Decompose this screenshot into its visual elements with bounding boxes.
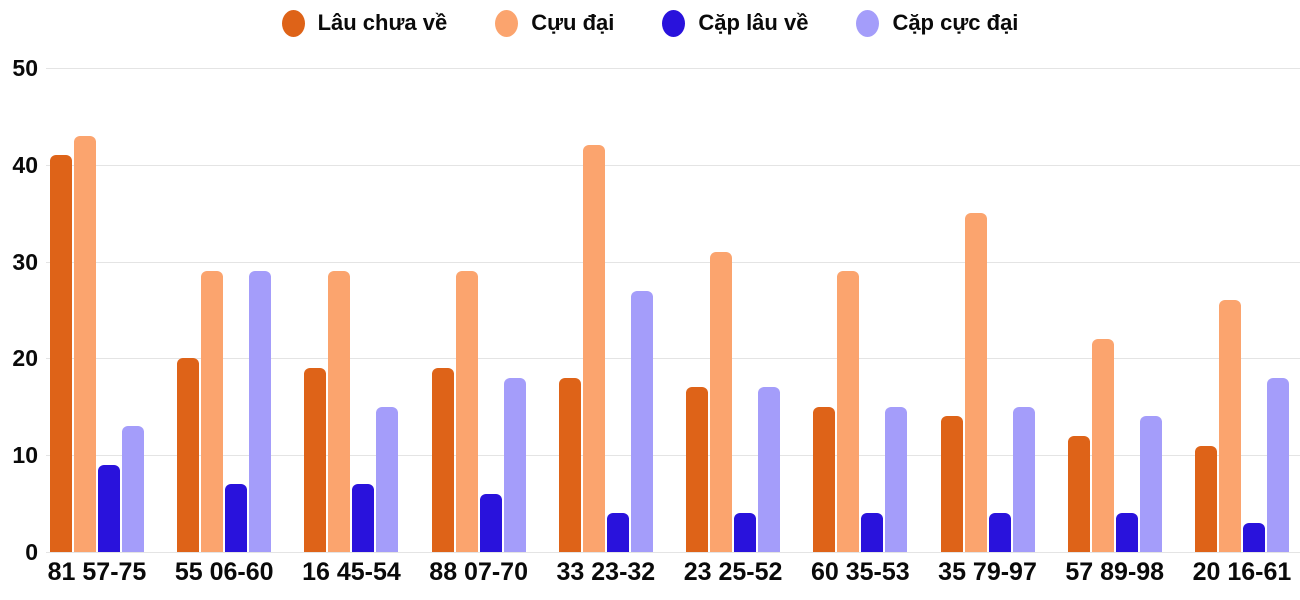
gridline-0 — [46, 552, 1300, 553]
x-tick-label-0: 81 57-75 — [47, 558, 147, 586]
bar-s3-c5[interactable] — [758, 387, 781, 552]
bar-s0-c5[interactable] — [686, 387, 709, 552]
bar-s1-c0[interactable] — [74, 135, 96, 552]
legend-label: Lâu chưa về — [317, 10, 448, 35]
x-tick-label-2: 16 45-54 — [302, 558, 401, 586]
gridline-50 — [46, 68, 1300, 69]
bar-s0-c8[interactable] — [1067, 435, 1090, 552]
bar-s1-c6[interactable] — [837, 271, 860, 552]
bar-s2-c2[interactable] — [352, 484, 375, 552]
x-tick-label-3: 88 07-70 — [429, 558, 528, 586]
legend-item-0[interactable]: Lâu chưa về — [281, 9, 448, 37]
bar-s3-c9[interactable] — [1266, 377, 1289, 552]
legend-swatch-icon — [662, 9, 686, 37]
bar-s1-c1[interactable] — [201, 271, 224, 552]
x-tick-label-4: 33 23-32 — [556, 558, 656, 586]
bar-s1-c5[interactable] — [710, 251, 733, 552]
gridline-40 — [46, 164, 1300, 166]
bar-s0-c7[interactable] — [940, 416, 963, 552]
legend-item-1[interactable]: Cựu đại — [495, 9, 615, 37]
bar-s1-c7[interactable] — [964, 213, 987, 552]
gridline-10 — [46, 455, 1300, 457]
bar-s0-c3[interactable] — [431, 368, 454, 552]
legend-swatch-icon — [281, 9, 305, 37]
y-tick-label-20: 20 — [12, 345, 38, 372]
bar-s2-c6[interactable] — [861, 513, 884, 552]
y-tick-label-40: 40 — [12, 151, 38, 178]
legend-label: Cặp cực đại — [892, 10, 1019, 35]
y-tick-label-30: 30 — [12, 248, 38, 275]
bar-s2-c3[interactable] — [479, 493, 502, 552]
bar-s0-c1[interactable] — [177, 358, 200, 552]
y-tick-label-50: 50 — [12, 55, 38, 81]
chart-legend: Lâu chưa về Cựu đại Cặp lâu về Cặp cực đại — [0, 0, 1300, 46]
bar-s0-c6[interactable] — [813, 406, 836, 552]
bar-s1-c4[interactable] — [582, 145, 605, 552]
legend-item-3[interactable]: Cặp cực đại — [856, 9, 1019, 37]
bar-s0-c0[interactable] — [50, 155, 72, 552]
legend-item-2[interactable]: Cặp lâu về — [662, 9, 809, 37]
bar-s0-c9[interactable] — [1194, 445, 1217, 552]
x-tick-label-6: 60 35-53 — [810, 558, 910, 586]
x-tick-label-9: 20 16-61 — [1192, 558, 1292, 586]
bar-s3-c4[interactable] — [630, 290, 653, 552]
bar-s1-c2[interactable] — [328, 271, 351, 552]
y-tick-label-0: 0 — [25, 539, 38, 565]
gridline-20 — [46, 358, 1300, 360]
bar-s3-c0[interactable] — [122, 426, 144, 552]
legend-label: Cựu đại — [531, 10, 615, 35]
bar-s2-c7[interactable] — [988, 513, 1011, 552]
bar-s2-c5[interactable] — [734, 513, 757, 552]
bar-s3-c1[interactable] — [249, 271, 272, 552]
bar-s3-c2[interactable] — [376, 406, 399, 552]
x-tick-label-5: 23 25-52 — [683, 558, 783, 586]
legend-label: Cặp lâu về — [698, 10, 809, 35]
bar-s1-c9[interactable] — [1218, 300, 1241, 552]
x-tick-label-8: 57 89-98 — [1065, 558, 1165, 586]
bar-s2-c4[interactable] — [606, 513, 629, 552]
bar-s0-c2[interactable] — [304, 368, 327, 552]
bar-s1-c3[interactable] — [455, 271, 478, 552]
y-tick-label-10: 10 — [12, 442, 38, 469]
bar-s2-c1[interactable] — [225, 484, 248, 552]
x-tick-label-1: 55 06-60 — [174, 558, 274, 586]
bar-s3-c3[interactable] — [503, 377, 526, 552]
bar-s2-c9[interactable] — [1242, 522, 1265, 552]
bar-s0-c4[interactable] — [558, 377, 581, 552]
bar-s3-c6[interactable] — [885, 406, 908, 552]
bar-s3-c7[interactable] — [1012, 406, 1035, 552]
bar-s3-c8[interactable] — [1139, 416, 1162, 552]
x-tick-label-7: 35 79-97 — [938, 558, 1037, 586]
legend-swatch-icon — [856, 9, 880, 37]
gridline-30 — [46, 261, 1300, 263]
bar-s1-c8[interactable] — [1091, 339, 1114, 552]
legend-swatch-icon — [495, 9, 519, 37]
bar-s2-c0[interactable] — [98, 464, 120, 552]
bar-s2-c8[interactable] — [1115, 513, 1138, 552]
